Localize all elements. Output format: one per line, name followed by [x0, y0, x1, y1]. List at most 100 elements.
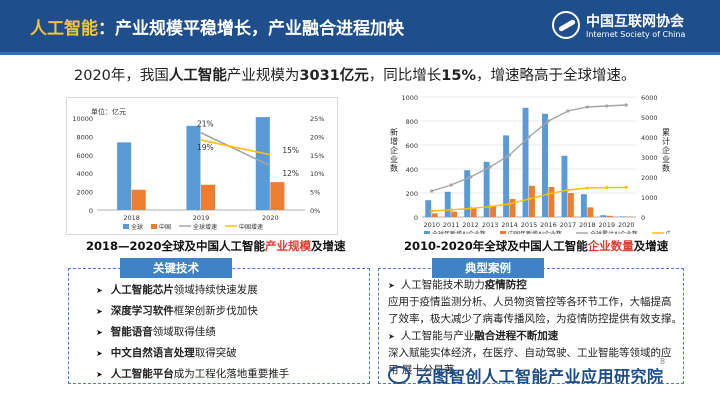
y-right-tick-label: 20% — [310, 133, 324, 141]
arrow-bullet-icon: ➤ — [388, 281, 395, 290]
summary-bold: 人工智能 — [168, 68, 227, 84]
caption-text: 及增速 — [311, 239, 346, 253]
y-left-tick-label: 0 — [89, 207, 93, 215]
line-point-0-10 — [624, 103, 628, 107]
bar-2015-0 — [522, 107, 529, 217]
wechat-watermark: 云图智创人工智能产业应用研究院 — [388, 362, 664, 388]
bar-2019-0 — [186, 125, 201, 210]
case-text: 人工智能技术助力 — [400, 279, 485, 291]
arrow-bullet-icon: ➤ — [96, 370, 103, 379]
y-left-axis-label: 新 — [390, 127, 398, 137]
legend-label: 全球增速 — [193, 223, 217, 231]
bar-2010-0 — [425, 200, 432, 217]
enterprise-count-chart: 0 200 400 600 800 1000 0 1000 2000 3000 4000 5000 60… — [384, 89, 714, 238]
line-series-0 — [200, 131, 271, 167]
y-right-tick-label: 25% — [310, 115, 324, 123]
y-right-tick-label: 0% — [310, 207, 320, 215]
y-left-axis-label: 企 — [390, 145, 398, 155]
line-point-1-3 — [488, 205, 492, 209]
y-left-axis-label: 业 — [390, 154, 398, 164]
y-left-tick-label: 200 — [406, 190, 418, 198]
case-bold: 融合进程不断加速 — [474, 330, 559, 342]
line-point-0-6 — [546, 119, 551, 123]
bar-2016-1 — [548, 187, 555, 217]
tech-rest: 成为工程化落地重要推手 — [173, 368, 290, 380]
industry-scale-chart-svg: 单位：亿元 0 2000 4000 6000 8000 10000 0% 5% 10% 15% 20%… — [72, 107, 324, 231]
summary-part: 2020年，我国 — [74, 68, 169, 84]
bar-2017-1 — [567, 193, 574, 217]
x-tick-label: 2010 — [423, 221, 440, 229]
x-tick-label: 2018 — [579, 221, 596, 229]
list-item: ➤ 深度学习软件框架创新步伐加快 — [96, 301, 289, 322]
data-label: 15% — [282, 146, 299, 155]
watermark-text: 云图智创人工智能产业应用研究院 — [416, 367, 664, 386]
line-point-1-1 — [449, 208, 453, 212]
legend-swatch — [123, 224, 129, 229]
caption-red-text: 企业数量 — [587, 239, 634, 253]
isc-logo: 中国互联网协会 Internet Society of China — [548, 8, 716, 46]
x-tick-label: 2019 — [599, 221, 616, 229]
enterprise-count-chart-svg: 0 200 400 600 800 1000 0 1000 2000 3000 4000 5000 60… — [390, 94, 714, 238]
x-tick-label: 2013 — [482, 221, 499, 229]
line-point-0-8 — [585, 105, 589, 109]
x-tick-label: 2012 — [462, 221, 479, 229]
y-right-tick-label: 4000 — [641, 134, 658, 142]
legend-label: 全球 — [131, 223, 143, 231]
tech-rest: 取得突破 — [194, 347, 237, 359]
y-right-tick-label: 2000 — [641, 174, 658, 182]
list-item: ➤ 人工智能芯片领域持续快速发展 — [96, 280, 289, 301]
bar-2013-1 — [490, 205, 497, 217]
logo-en-text: Internet Society of China — [586, 30, 686, 39]
bar-2018-0 — [117, 142, 132, 210]
y-left-tick-label: 800 — [406, 118, 418, 126]
bar-2012-0 — [464, 170, 471, 217]
legend-label: 中国年新增AI企业数 — [508, 230, 562, 234]
bar-2011-1 — [451, 211, 458, 217]
legend-swatch — [151, 224, 157, 229]
bar-2011-0 — [444, 191, 451, 217]
list-item: ➤ 人工智能平台成为工程化落地重要推手 — [96, 364, 289, 385]
logo-globe-icon — [552, 11, 580, 39]
arrow-bullet-icon: ➤ — [388, 332, 395, 341]
line-point-0-3 — [488, 165, 492, 169]
legend-label: 中国 — [159, 223, 171, 231]
typical-cases-text: ➤ 人工智能技术助力疫情防控 应用于疫情监测分析、人员物资管控等各环节工作，大幅提… — [388, 277, 682, 379]
y-right-axis-label: 累 — [662, 128, 670, 137]
line-point-1-6 — [546, 192, 551, 196]
tech-rest: 框架创新步伐加快 — [173, 305, 258, 317]
y-right-tick-label: 5% — [310, 189, 320, 197]
case-bold: 疫情防控 — [484, 279, 527, 291]
line-series-0 — [431, 104, 627, 192]
x-tick-label: 2020 — [618, 221, 635, 229]
line-point-0-9 — [605, 104, 609, 108]
y-left-tick-label: 400 — [406, 166, 418, 174]
y-left-axis-label: 增 — [390, 136, 398, 146]
y-left-tick-label: 1000 — [401, 94, 418, 102]
right-chart-caption: 2010-2020年全球及中国人工智能企业数量及增速 — [404, 238, 668, 254]
bar-2020-0 — [255, 117, 270, 210]
header-bar: 人工智能：产业规模平稳增长，产业融合进程加快 中国互联网协会 Internet … — [0, 0, 720, 52]
y-left-tick-label: 600 — [406, 142, 418, 150]
summary-part: 产业规模为 — [226, 68, 300, 84]
y-right-tick-label: 3000 — [641, 154, 658, 162]
key-tech-tab: 关键技术 — [120, 258, 232, 278]
left-chart-caption: 2018—2020全球及中国人工智能产业规模及增速 — [86, 238, 346, 254]
x-tick-label: 2020 — [262, 214, 279, 222]
y-left-axis-label: 数 — [390, 163, 398, 173]
line-point-1-0 — [430, 209, 434, 213]
legend-label: 中国增速 — [239, 223, 263, 231]
wechat-icon — [388, 366, 410, 384]
line-point-1-10 — [624, 185, 628, 189]
bar-2012-1 — [470, 208, 477, 217]
caption-text: 2010-2020年全球及中国人工智能 — [404, 239, 588, 253]
bar-2015-1 — [529, 185, 535, 217]
x-tick-label: 2017 — [560, 221, 577, 229]
caption-red-text: 产业规模 — [265, 239, 312, 253]
tech-bold: 深度学习软件 — [110, 305, 174, 317]
data-label: 21% — [197, 120, 214, 129]
tech-bold: 人工智能平台 — [110, 368, 174, 380]
arrow-bullet-icon: ➤ — [96, 328, 103, 337]
industry-scale-chart: 单位：亿元 0 2000 4000 6000 8000 10000 0% 5% 10% 15% 20%… — [66, 97, 338, 235]
x-tick-label: 2018 — [123, 214, 140, 222]
y-left-tick-label: 2000 — [76, 189, 93, 197]
